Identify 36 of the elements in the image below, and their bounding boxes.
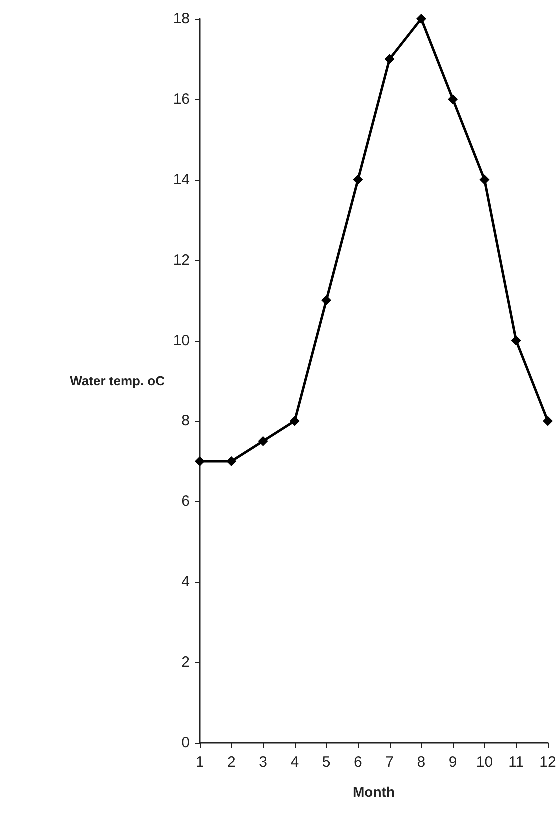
x-tick-label: 7 [386,754,394,771]
y-tick-label: 4 [182,574,190,591]
point [511,336,522,346]
x-tick-label: 5 [322,754,331,771]
x-tick-label: 3 [259,754,268,771]
point [290,416,300,426]
point [258,436,268,446]
y-tick-label: 18 [173,10,190,28]
y-tick-label: 0 [182,734,190,752]
point [195,456,205,466]
point [226,456,237,466]
y-tick-label: 10 [173,332,190,350]
x-tick-label: 4 [290,754,300,771]
y-axis-title: Water temp. oC [70,374,166,388]
point [480,174,490,185]
x-tick-label: 10 [476,754,494,771]
y-tick-label: 8 [182,412,190,430]
x-tick-label: 12 [540,754,556,771]
x-tick-label: 2 [227,754,236,771]
x-tick-label: 1 [196,754,204,771]
point [543,416,553,426]
x-tick-label: 11 [508,754,524,771]
y-tick-label: 6 [182,493,190,510]
point [448,94,458,104]
x-tick-label: 6 [354,754,362,771]
x-tick-label: 9 [448,754,458,771]
x-axis-title: Month [353,784,395,800]
x-tick-label: 8 [417,754,426,771]
y-tick-label: 14 [173,171,190,188]
y-tick-label: 16 [173,90,190,108]
point [322,296,332,306]
point [384,54,395,64]
point [416,14,426,24]
y-tick-label: 12 [173,252,190,269]
y-tick-label: 2 [182,654,190,672]
point [353,174,364,185]
